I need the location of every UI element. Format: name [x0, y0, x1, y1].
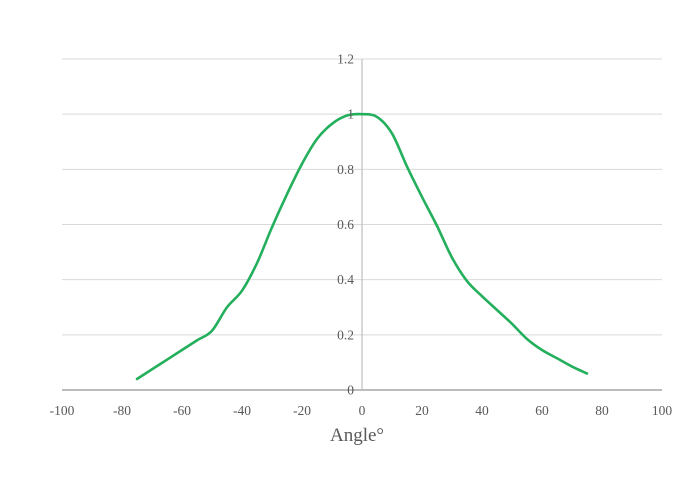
- y-tick-label: 0.8: [337, 162, 354, 177]
- x-tick-label: -80: [113, 403, 131, 418]
- data-curve: [135, 112, 589, 381]
- y-tick-label: 1.2: [337, 52, 354, 67]
- series-line: [135, 112, 589, 381]
- y-tick-label: 0.6: [337, 217, 354, 232]
- x-tick-label: 60: [535, 403, 549, 418]
- x-tick-label: -60: [173, 403, 191, 418]
- tick-labels: -100 -80 -60 -40 -20 0 20 40 60 80 100 0 0.2 0.4 0.6 0.…: [50, 52, 673, 419]
- x-tick-label: -40: [233, 403, 251, 418]
- x-tick-label: 0: [359, 403, 366, 418]
- x-tick-label: 80: [595, 403, 609, 418]
- y-tick-label: 0.4: [337, 272, 354, 287]
- x-tick-label: -20: [293, 403, 311, 418]
- x-tick-label: 100: [652, 403, 673, 418]
- y-tick-label: 1: [347, 107, 354, 122]
- y-tick-label: 0.2: [337, 327, 354, 342]
- y-tick-label: 0: [347, 383, 354, 398]
- x-tick-label: 20: [415, 403, 429, 418]
- x-tick-label: -100: [50, 403, 75, 418]
- x-axis-title: Angle°: [330, 425, 384, 446]
- x-tick-label: 40: [475, 403, 489, 418]
